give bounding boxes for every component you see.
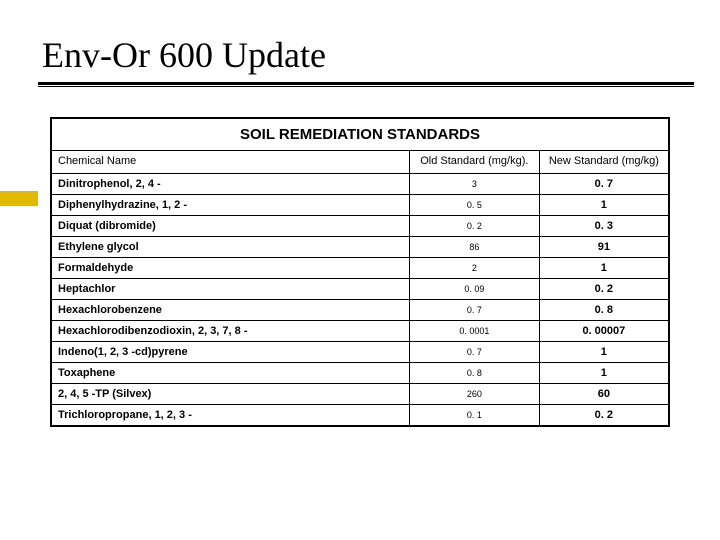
cell-chemical-name: Hexachlorobenzene bbox=[51, 299, 409, 320]
cell-chemical-name: Ethylene glycol bbox=[51, 236, 409, 257]
cell-chemical-name: Dinitrophenol, 2, 4 - bbox=[51, 173, 409, 194]
cell-old-standard: 86 bbox=[409, 236, 539, 257]
cell-new-standard: 0. 3 bbox=[539, 215, 669, 236]
table-row: Trichloropropane, 1, 2, 3 -0. 10. 2 bbox=[51, 404, 669, 426]
cell-old-standard: 0. 7 bbox=[409, 299, 539, 320]
cell-new-standard: 91 bbox=[539, 236, 669, 257]
col-new-standard: New Standard (mg/kg) bbox=[539, 151, 669, 174]
table-row: Toxaphene0. 81 bbox=[51, 362, 669, 383]
cell-new-standard: 0. 2 bbox=[539, 404, 669, 426]
col-old-standard: Old Standard (mg/kg). bbox=[409, 151, 539, 174]
cell-chemical-name: Trichloropropane, 1, 2, 3 - bbox=[51, 404, 409, 426]
table-row: Hexachlorodibenzodioxin, 2, 3, 7, 8 -0. … bbox=[51, 320, 669, 341]
standards-table-wrap: SOIL REMEDIATION STANDARDS Chemical Name… bbox=[50, 117, 670, 427]
accent-bar bbox=[0, 191, 38, 206]
title-underline bbox=[38, 82, 694, 87]
cell-new-standard: 1 bbox=[539, 194, 669, 215]
cell-chemical-name: Hexachlorodibenzodioxin, 2, 3, 7, 8 - bbox=[51, 320, 409, 341]
table-title: SOIL REMEDIATION STANDARDS bbox=[51, 118, 669, 151]
cell-new-standard: 1 bbox=[539, 341, 669, 362]
cell-new-standard: 1 bbox=[539, 362, 669, 383]
cell-chemical-name: Formaldehyde bbox=[51, 257, 409, 278]
cell-new-standard: 0. 8 bbox=[539, 299, 669, 320]
table-body: Dinitrophenol, 2, 4 -30. 7Diphenylhydraz… bbox=[51, 173, 669, 426]
table-row: Formaldehyde21 bbox=[51, 257, 669, 278]
table-row: Diquat (dibromide)0. 20. 3 bbox=[51, 215, 669, 236]
cell-old-standard: 0. 1 bbox=[409, 404, 539, 426]
page-title: Env-Or 600 Update bbox=[0, 0, 720, 82]
cell-chemical-name: 2, 4, 5 -TP (Silvex) bbox=[51, 383, 409, 404]
cell-old-standard: 260 bbox=[409, 383, 539, 404]
table-row: Hexachlorobenzene0. 70. 8 bbox=[51, 299, 669, 320]
cell-new-standard: 60 bbox=[539, 383, 669, 404]
cell-new-standard: 0. 2 bbox=[539, 278, 669, 299]
standards-table: SOIL REMEDIATION STANDARDS Chemical Name… bbox=[50, 117, 670, 427]
table-row: Dinitrophenol, 2, 4 -30. 7 bbox=[51, 173, 669, 194]
cell-old-standard: 0. 8 bbox=[409, 362, 539, 383]
col-chemical-name: Chemical Name bbox=[51, 151, 409, 174]
cell-new-standard: 0. 00007 bbox=[539, 320, 669, 341]
cell-chemical-name: Diquat (dibromide) bbox=[51, 215, 409, 236]
cell-old-standard: 0. 5 bbox=[409, 194, 539, 215]
cell-new-standard: 0. 7 bbox=[539, 173, 669, 194]
cell-old-standard: 0. 09 bbox=[409, 278, 539, 299]
cell-old-standard: 3 bbox=[409, 173, 539, 194]
cell-chemical-name: Diphenylhydrazine, 1, 2 - bbox=[51, 194, 409, 215]
cell-chemical-name: Indeno(1, 2, 3 -cd)pyrene bbox=[51, 341, 409, 362]
table-row: Diphenylhydrazine, 1, 2 -0. 51 bbox=[51, 194, 669, 215]
cell-new-standard: 1 bbox=[539, 257, 669, 278]
cell-old-standard: 0. 0001 bbox=[409, 320, 539, 341]
cell-chemical-name: Heptachlor bbox=[51, 278, 409, 299]
table-row: Heptachlor0. 090. 2 bbox=[51, 278, 669, 299]
table-row: 2, 4, 5 -TP (Silvex)26060 bbox=[51, 383, 669, 404]
table-row: Indeno(1, 2, 3 -cd)pyrene0. 71 bbox=[51, 341, 669, 362]
cell-old-standard: 0. 2 bbox=[409, 215, 539, 236]
cell-old-standard: 2 bbox=[409, 257, 539, 278]
cell-chemical-name: Toxaphene bbox=[51, 362, 409, 383]
table-row: Ethylene glycol8691 bbox=[51, 236, 669, 257]
cell-old-standard: 0. 7 bbox=[409, 341, 539, 362]
